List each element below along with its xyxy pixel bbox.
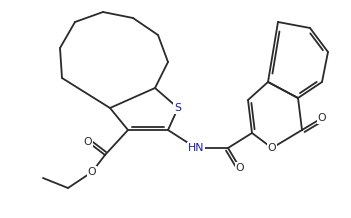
Text: O: O — [268, 143, 276, 153]
Text: O: O — [318, 113, 326, 123]
Text: O: O — [88, 167, 96, 177]
Text: O: O — [236, 163, 244, 173]
Text: S: S — [174, 103, 181, 113]
Text: HN: HN — [188, 143, 204, 153]
Text: O: O — [84, 137, 92, 147]
